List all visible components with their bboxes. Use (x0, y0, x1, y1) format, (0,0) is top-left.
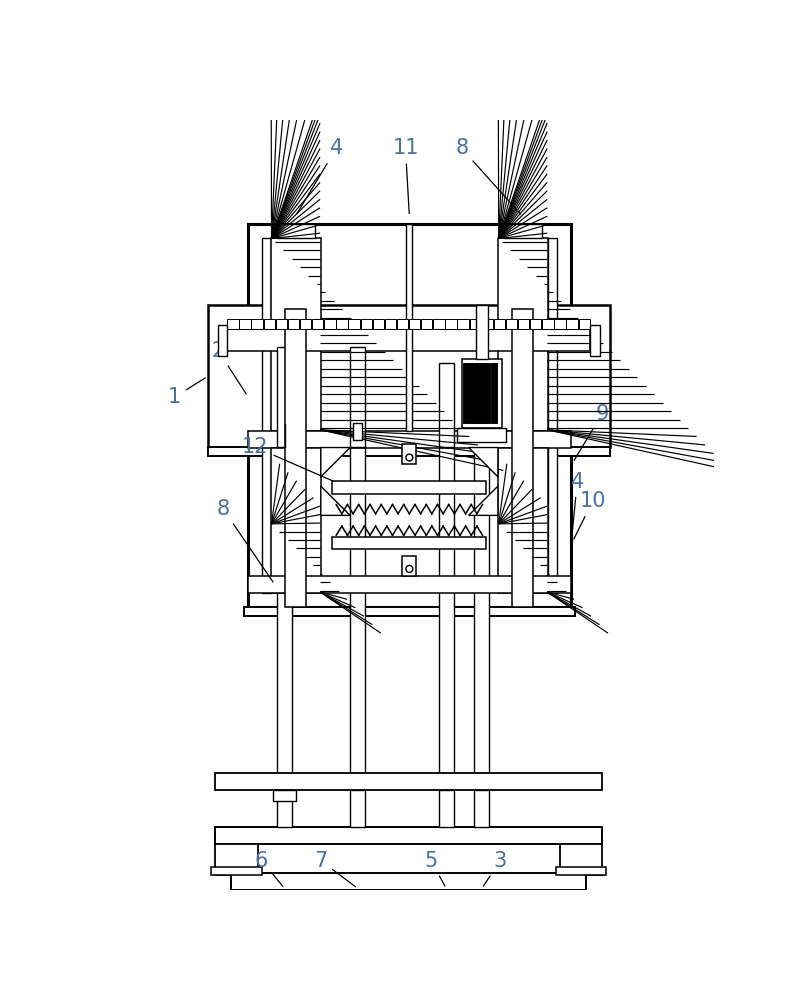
Text: 12: 12 (242, 437, 349, 488)
Text: 10: 10 (574, 491, 606, 539)
Bar (227, 319, 238, 329)
Bar (439, 790, 454, 827)
Bar (273, 790, 297, 801)
Bar (248, 576, 571, 593)
Bar (397, 319, 408, 329)
Bar (542, 319, 553, 329)
Bar (215, 827, 602, 844)
Bar (462, 359, 502, 428)
Bar (433, 319, 444, 329)
Bar (470, 319, 481, 329)
Bar (353, 423, 363, 440)
Bar (457, 319, 469, 329)
Bar (350, 447, 366, 774)
Bar (475, 305, 488, 359)
Bar (474, 790, 490, 827)
Bar (360, 319, 372, 329)
Bar (215, 773, 602, 790)
Bar (207, 447, 610, 456)
Bar (332, 537, 487, 549)
Bar (215, 844, 258, 875)
Circle shape (406, 565, 413, 572)
Bar (498, 238, 548, 431)
Bar (262, 238, 271, 593)
Bar (385, 319, 396, 329)
Text: 11: 11 (392, 138, 419, 213)
Bar (445, 319, 456, 329)
Text: 3: 3 (483, 851, 507, 886)
Bar (288, 319, 299, 329)
Bar (277, 447, 293, 774)
Circle shape (406, 454, 413, 461)
Bar (350, 790, 366, 827)
Bar (251, 319, 263, 329)
Bar (560, 844, 602, 875)
Bar (312, 319, 324, 329)
Text: 4: 4 (571, 472, 584, 542)
Polygon shape (468, 486, 498, 515)
Bar (348, 319, 360, 329)
Text: 5: 5 (425, 851, 445, 886)
Bar (248, 431, 571, 448)
Bar (264, 319, 275, 329)
Text: 8: 8 (456, 138, 521, 214)
Text: 4: 4 (297, 138, 343, 214)
Bar (579, 319, 590, 329)
Bar (211, 867, 262, 875)
Bar (518, 319, 529, 329)
Bar (506, 319, 518, 329)
Bar (227, 329, 591, 351)
Polygon shape (321, 486, 350, 515)
Bar (498, 448, 548, 593)
Bar (244, 607, 575, 616)
Bar (439, 363, 454, 447)
Bar (530, 319, 541, 329)
Bar (276, 319, 287, 329)
Bar (271, 448, 321, 593)
Bar (336, 319, 347, 329)
Bar (482, 319, 493, 329)
Bar (548, 238, 557, 593)
Bar (332, 481, 487, 494)
Text: 7: 7 (314, 851, 355, 887)
Bar (439, 447, 454, 774)
Bar (324, 319, 335, 329)
Polygon shape (321, 448, 350, 477)
Text: 8: 8 (216, 499, 273, 582)
Bar (556, 867, 606, 875)
Bar (402, 444, 417, 464)
Bar (474, 447, 490, 774)
Bar (554, 319, 566, 329)
Polygon shape (468, 448, 498, 477)
Bar (231, 873, 587, 890)
Bar (567, 319, 578, 329)
Bar (406, 224, 413, 431)
Bar (457, 428, 506, 442)
Bar (494, 319, 505, 329)
Bar (248, 224, 571, 607)
Bar (277, 224, 315, 238)
Bar (504, 224, 542, 238)
Bar (218, 325, 227, 356)
Text: 6: 6 (255, 851, 283, 886)
Bar (207, 305, 610, 447)
Bar (402, 556, 417, 576)
Bar (512, 309, 533, 607)
Text: 9: 9 (574, 404, 608, 461)
Bar (277, 790, 293, 827)
Bar (409, 319, 421, 329)
Bar (300, 319, 312, 329)
Text: 1: 1 (168, 378, 205, 407)
Text: 2: 2 (211, 341, 246, 394)
Bar (285, 309, 306, 607)
Bar (277, 347, 293, 447)
Bar (591, 325, 599, 356)
Bar (421, 319, 432, 329)
Bar (271, 238, 321, 431)
Bar (239, 319, 250, 329)
Bar (373, 319, 384, 329)
Bar (350, 347, 366, 447)
